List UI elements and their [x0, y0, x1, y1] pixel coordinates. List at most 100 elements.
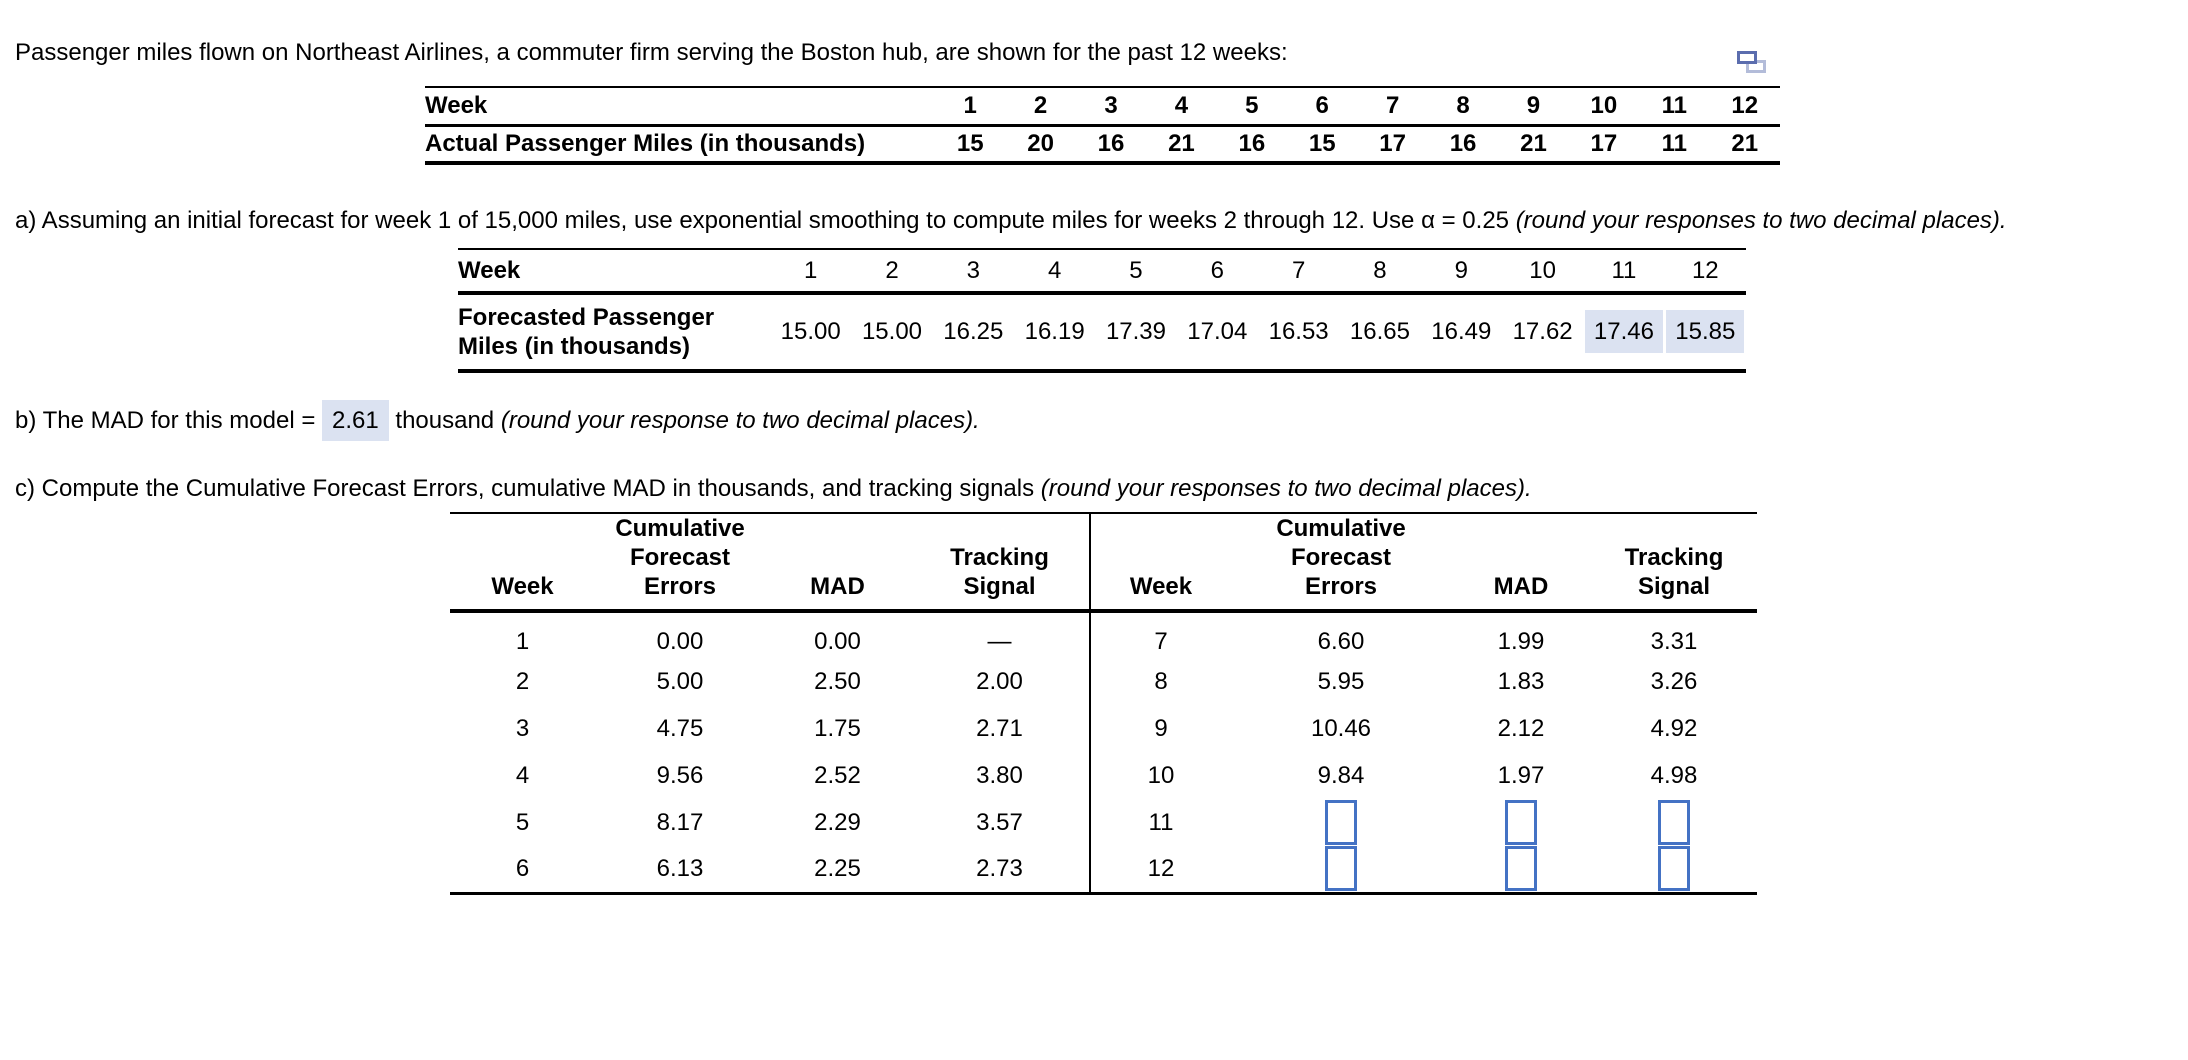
actual-miles-value: 20 [1027, 129, 1054, 157]
week-number: 5 [1216, 87, 1288, 127]
week-value: 5 [515, 808, 530, 836]
tracking-signal-answer-input-box[interactable] [1658, 846, 1690, 892]
week-number: 9 [1498, 87, 1569, 127]
forecast-miles-value: 15.00 [780, 318, 841, 345]
actual-miles-table: Week 1 2 3 4 5 6 7 8 9 10 11 12 Actual Passenger Mi… [425, 86, 1780, 165]
forecast-miles-cell: 17.04 [1177, 293, 1258, 371]
cumulative-forecast-error-answer-input-box[interactable] [1325, 800, 1357, 845]
part-a-text: a) Assuming an initial forecast for week… [15, 205, 2007, 236]
forecast-miles-cell: 17.46 [1583, 293, 1664, 371]
cumulative-forecast-error-cell: 10.46 [1231, 705, 1451, 752]
mad-value: 2.52 [814, 761, 861, 789]
tracking-signal-table: Week Cumulative Forecast Errors MAD Trac… [450, 512, 1757, 895]
cumulative-forecast-error-cell [1231, 846, 1451, 893]
part-c-text: c) Compute the Cumulative Forecast Error… [15, 473, 1532, 504]
tracking-signal-cell: 3.80 [910, 752, 1090, 799]
week-value: 2 [515, 667, 530, 695]
week-number: 3 [932, 249, 1014, 295]
mad-value: 1.97 [1497, 761, 1545, 789]
forecast-miles-cell: 15.00 [851, 293, 932, 371]
tracking-signal-cell: 3.31 [1591, 611, 1757, 658]
actual-miles-value: 16 [1097, 129, 1125, 157]
table-header-row: Week Cumulative Forecast Errors MAD Trac… [450, 513, 1090, 613]
mad-answer-field[interactable]: 2.61 [322, 400, 389, 441]
forecast-miles-value: 16.49 [1431, 318, 1492, 345]
mad-cell: 2.29 [765, 799, 910, 846]
tracking-signal-value: 4.92 [1650, 714, 1698, 742]
actual-miles-value: 15 [956, 129, 984, 157]
week-number: 9 [1420, 249, 1502, 295]
forecast-miles-value: 16.65 [1349, 318, 1410, 345]
actual-miles-value: 16 [1238, 129, 1266, 157]
week-number: 6 [1287, 87, 1358, 127]
table-row: 8 5.95 1.83 3.26 [1091, 658, 1757, 705]
actual-miles-value: 21 [1520, 129, 1547, 157]
week-value: 9 [1154, 714, 1168, 742]
forecast-miles-cell: 16.53 [1258, 293, 1339, 371]
mad-value: 0.00 [814, 627, 861, 655]
cumulative-forecast-error-cell: 9.56 [595, 752, 765, 799]
mad-cell [1451, 846, 1591, 893]
week-number: 1 [935, 87, 1006, 127]
mad-value: 1.99 [1497, 627, 1545, 655]
forecast-miles-value[interactable]: 15.85 [1666, 310, 1745, 353]
forecast-miles-cell: 17.62 [1502, 293, 1583, 371]
tracking-signal-value: 2.00 [976, 667, 1023, 695]
mad-value: 2.12 [1497, 714, 1545, 742]
cumulative-forecast-error-cell: 6.60 [1231, 611, 1451, 658]
week-value: 10 [1147, 761, 1175, 789]
cumulative-forecast-error-cell: 9.84 [1231, 752, 1451, 799]
col-header-mad: MAD [765, 513, 910, 613]
tracking-signal-value: 3.31 [1650, 627, 1698, 655]
cumulative-forecast-error-cell [1231, 799, 1451, 846]
mad-value: 2.50 [814, 667, 861, 695]
part-a-rounding-note: (round your responses to two decimal pla… [1515, 207, 2007, 234]
table-row: 10 9.84 1.97 4.98 [1091, 752, 1757, 799]
tracking-signal-cell: 2.73 [910, 846, 1090, 893]
week-number: 10 [1568, 87, 1640, 127]
mad-answer-input-box[interactable] [1505, 846, 1537, 892]
actual-miles-value: 11 [1661, 129, 1687, 157]
mad-cell: 0.00 [765, 611, 910, 658]
table-row: 7 6.60 1.99 3.31 [1091, 611, 1757, 658]
mad-cell: 1.99 [1451, 611, 1591, 658]
col-header-cumulative-forecast-errors: Cumulative Forecast Errors [595, 513, 765, 613]
actual-miles-value: 16 [1449, 129, 1477, 157]
mad-cell: 1.75 [765, 705, 910, 752]
forecast-miles-value: 16.19 [1024, 318, 1085, 345]
forecast-miles-cell: 16.65 [1339, 293, 1420, 371]
tracking-signal-value: 3.80 [976, 761, 1023, 789]
mad-cell: 2.25 [765, 846, 910, 893]
actual-miles-value: 17 [1379, 129, 1406, 157]
week-value: 4 [515, 761, 530, 789]
mad-answer-input-box[interactable] [1505, 800, 1537, 845]
week-number: 3 [1075, 87, 1147, 127]
tracking-table-right-half: Week Cumulative Forecast Errors MAD Trac… [1091, 512, 1757, 895]
col-header-week: Week [1091, 513, 1231, 613]
forecast-miles-cell: 16.19 [1014, 293, 1095, 371]
week-number: 1 [770, 249, 852, 295]
tracking-signal-cell [1591, 846, 1757, 893]
forecast-miles-cell: 16.49 [1421, 293, 1502, 371]
col-header-week: Week [450, 513, 595, 613]
forecast-miles-value: 15.00 [861, 318, 923, 345]
col-header-tracking-signal: Tracking Signal [910, 513, 1090, 613]
cumulative-forecast-error-answer-input-box[interactable] [1325, 846, 1357, 892]
cumulative-forecast-error-cell: 6.13 [595, 846, 765, 893]
tracking-signal-answer-input-box[interactable] [1658, 800, 1690, 845]
forecast-miles-cell: 16.25 [933, 293, 1014, 371]
problem-statement-text: Passenger miles flown on Northeast Airli… [15, 39, 1288, 66]
week-value: 6 [515, 854, 530, 882]
week-number: 2 [851, 249, 933, 295]
week-number: 8 [1339, 249, 1421, 295]
tracking-signal-value: 3.57 [976, 808, 1023, 836]
duplicate-pages-icon[interactable] [1737, 49, 1769, 78]
table-row: 5 8.17 2.29 3.57 [450, 799, 1090, 846]
forecast-miles-value[interactable]: 17.46 [1584, 310, 1663, 353]
part-c-statement: c) Compute the Cumulative Forecast Error… [15, 475, 1041, 502]
table-row: Week 1 2 3 4 5 6 7 8 9 10 11 12 [425, 87, 1780, 127]
mad-value: 1.75 [814, 714, 861, 742]
mad-cell: 2.12 [1451, 705, 1591, 752]
mad-cell: 2.50 [765, 658, 910, 705]
